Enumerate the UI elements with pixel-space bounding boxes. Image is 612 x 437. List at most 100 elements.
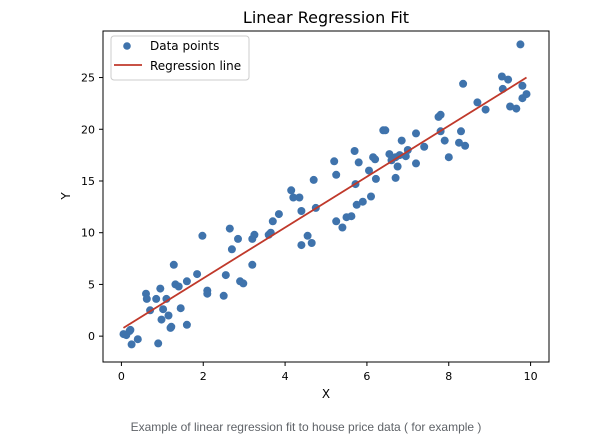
data-point: [154, 339, 163, 348]
data-point: [352, 200, 361, 209]
data-point: [518, 81, 527, 90]
data-point: [371, 174, 380, 183]
data-point: [473, 98, 482, 107]
data-point: [347, 212, 356, 221]
chart: Linear Regression Fit 0 2 4 6 8 10 0 5 10 15 20 25…: [59, 8, 550, 401]
plot-area: [102, 30, 550, 363]
data-point: [221, 271, 230, 280]
data-point: [159, 305, 168, 314]
data-point: [350, 147, 359, 155]
data-point: [338, 223, 347, 232]
y-tick-label: 25: [81, 72, 95, 85]
data-point: [481, 105, 490, 114]
data-point: [381, 126, 390, 135]
data-point: [176, 304, 185, 313]
data-point: [239, 279, 248, 288]
y-tick-label: 20: [81, 123, 95, 136]
x-tick-label: 0: [118, 370, 125, 383]
x-tick-label: 8: [445, 370, 452, 383]
x-axis-label: X: [322, 387, 330, 401]
data-point: [522, 90, 531, 99]
data-point: [297, 207, 306, 215]
data-point: [412, 159, 420, 168]
data-point: [309, 175, 318, 184]
legend-label-regression-line: Regression line: [150, 59, 241, 73]
data-point: [461, 141, 470, 150]
data-point: [365, 166, 373, 175]
x-tick-label: 2: [200, 370, 207, 383]
data-point: [303, 231, 312, 240]
y-tick-label: 10: [81, 227, 95, 240]
data-point: [371, 155, 380, 164]
y-axis-label: Y: [59, 192, 73, 201]
data-point: [182, 277, 191, 286]
data-point: [385, 150, 394, 159]
data-point: [332, 170, 341, 179]
data-point: [420, 142, 429, 151]
data-point: [440, 136, 449, 145]
data-point: [393, 162, 402, 171]
data-point: [126, 325, 135, 334]
data-point: [332, 217, 341, 226]
data-point: [297, 241, 306, 250]
data-point: [227, 245, 236, 254]
figure-caption: Example of linear regression fit to hous…: [130, 420, 482, 434]
data-point: [287, 186, 296, 195]
data-point: [504, 75, 513, 84]
data-point: [219, 291, 228, 300]
data-point: [354, 158, 363, 167]
data-point: [182, 320, 191, 329]
data-point: [152, 294, 161, 303]
data-point: [167, 322, 176, 331]
data-point: [268, 217, 277, 226]
data-point: [295, 193, 304, 202]
data-point: [512, 104, 521, 113]
data-point: [289, 193, 298, 202]
y-tick-label: 5: [88, 278, 95, 291]
data-point: [391, 173, 400, 182]
data-point: [169, 260, 178, 269]
legend-marker-data-points: [123, 42, 131, 50]
data-point: [330, 157, 339, 166]
x-tick-label: 6: [363, 370, 370, 383]
data-point: [133, 335, 142, 344]
data-point: [164, 311, 173, 320]
data-point: [203, 289, 212, 298]
x-axis-ticks: 0 2 4 6 8 10: [118, 362, 538, 383]
data-point: [234, 234, 242, 243]
data-point: [506, 102, 515, 111]
data-point: [250, 230, 259, 239]
y-tick-label: 0: [88, 330, 95, 343]
data-point: [174, 282, 183, 291]
data-point: [198, 231, 207, 240]
data-point: [248, 260, 257, 269]
data-point: [367, 192, 375, 201]
data-point: [142, 294, 151, 303]
data-point: [307, 239, 316, 247]
x-tick-label: 4: [282, 370, 289, 383]
legend-box: [110, 35, 250, 81]
data-points: [119, 40, 531, 349]
data-point: [274, 210, 283, 219]
data-point: [457, 127, 465, 136]
data-point: [193, 270, 202, 279]
chart-title: Linear Regression Fit: [243, 8, 409, 27]
data-point: [444, 153, 453, 162]
data-point: [358, 197, 367, 206]
data-point: [412, 129, 420, 138]
data-point: [397, 136, 406, 145]
data-point: [455, 138, 463, 147]
data-point: [459, 79, 468, 88]
data-point: [156, 284, 165, 293]
regression-line: [122, 76, 527, 329]
data-point: [127, 340, 136, 349]
regression-line-layer: [122, 76, 527, 329]
legend: Data points Regression line: [110, 35, 250, 81]
legend-label-data-points: Data points: [150, 39, 219, 53]
data-point: [225, 224, 234, 233]
data-point: [497, 72, 506, 81]
x-tick-label: 10: [524, 370, 538, 383]
data-point: [436, 110, 445, 119]
data-point: [157, 315, 166, 324]
y-tick-label: 15: [81, 175, 95, 188]
